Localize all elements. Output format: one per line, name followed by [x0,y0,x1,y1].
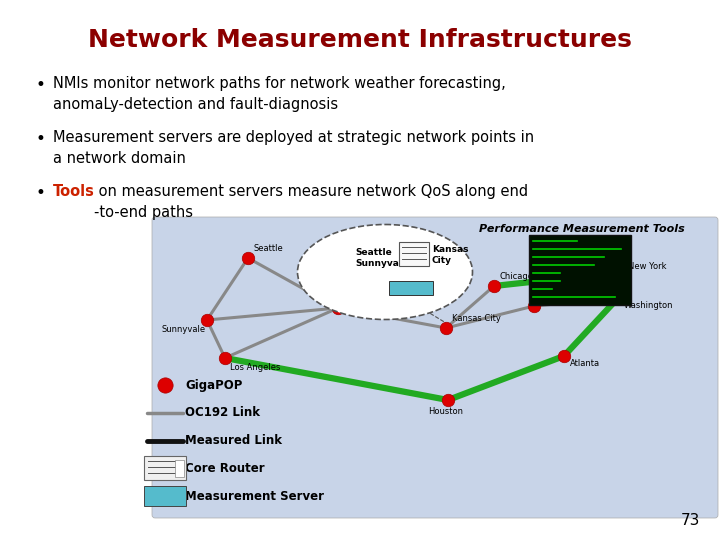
Text: GigaPOP: GigaPOP [185,379,243,392]
FancyBboxPatch shape [174,460,184,476]
Text: Core Router: Core Router [185,462,265,476]
Text: Los Angeles: Los Angeles [230,363,280,372]
Text: Washington: Washington [624,301,673,310]
Text: Indianapolis: Indianapolis [540,292,591,301]
Text: •: • [35,184,45,202]
Text: Houston: Houston [428,407,463,416]
Text: •: • [35,76,45,94]
Text: Performance Measurement Tools: Performance Measurement Tools [480,224,685,234]
FancyBboxPatch shape [144,486,186,506]
FancyBboxPatch shape [144,456,186,480]
Text: Kansas
City: Kansas City [432,245,469,265]
Text: OC192 Link: OC192 Link [185,407,260,420]
Text: Tools: Tools [53,184,95,199]
Text: •: • [35,130,45,148]
Text: Denver: Denver [344,294,375,303]
Text: Sunnyvale: Sunnyvale [162,325,206,334]
Text: on measurement servers measure network QoS along end
-to-end paths: on measurement servers measure network Q… [94,184,528,220]
Text: Seattle: Seattle [253,244,283,253]
Text: Measurement Server: Measurement Server [185,490,324,503]
Text: 73: 73 [680,513,700,528]
Text: Measured Link: Measured Link [185,435,282,448]
Text: Seattle
Sunnyvale: Seattle Sunnyvale [355,248,408,268]
FancyBboxPatch shape [152,217,718,518]
FancyBboxPatch shape [389,281,433,295]
Text: Atlanta: Atlanta [570,359,600,368]
FancyBboxPatch shape [399,242,429,266]
FancyBboxPatch shape [529,235,631,305]
Text: NMIs monitor network paths for network weather forecasting,
anomaLy-detection an: NMIs monitor network paths for network w… [53,76,505,112]
Text: Network Measurement Infrastructures: Network Measurement Infrastructures [88,28,632,52]
Text: Measurement servers are deployed at strategic network points in
a network domain: Measurement servers are deployed at stra… [53,130,534,166]
Text: Chicago: Chicago [499,272,533,281]
Text: New York: New York [628,262,667,271]
Ellipse shape [297,225,472,320]
Text: Kansas City: Kansas City [452,314,501,323]
